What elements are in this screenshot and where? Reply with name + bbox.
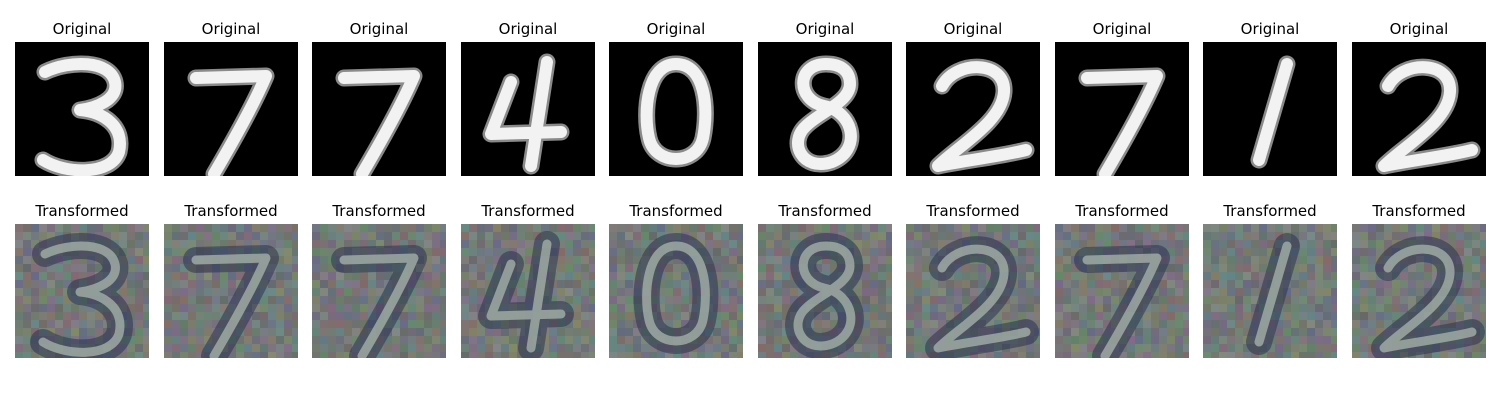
transformed-title: Transformed (629, 202, 723, 220)
transformed-title: Transformed (332, 202, 426, 220)
original-title: Original (943, 20, 1003, 38)
original-title: Original (1389, 20, 1449, 38)
original-digit-image (1203, 42, 1337, 176)
digit-7-graphic (312, 224, 446, 358)
digit-stroke (38, 241, 125, 357)
digit-8-graphic (758, 224, 892, 358)
digit-stroke (190, 70, 272, 176)
digit-0-graphic (609, 42, 743, 176)
original-digit-image (312, 42, 446, 176)
transformed-title: Transformed (481, 202, 575, 220)
original-title: Original (1092, 20, 1152, 38)
transformed-digit-image (1203, 224, 1337, 358)
digit-2-graphic (906, 224, 1040, 358)
digit-7-graphic (164, 224, 298, 358)
transformed-digit-image (164, 224, 298, 358)
transformed-digit-image (312, 224, 446, 358)
original-title: Original (52, 20, 112, 38)
digit-7-graphic (312, 42, 446, 176)
digit-stroke (1253, 58, 1293, 166)
digit-4-graphic (461, 224, 595, 358)
original-digit-image (906, 42, 1040, 176)
transformed-digit-image (609, 224, 743, 358)
original-digit-image (461, 42, 595, 176)
transformed-title: Transformed (35, 202, 129, 220)
transformed-digit-image (461, 224, 595, 358)
transformed-title: Transformed (184, 202, 278, 220)
digit-stroke (933, 244, 1031, 353)
transformed-digit-image (906, 224, 1040, 358)
original-title: Original (498, 20, 558, 38)
transformed-title: Transformed (926, 202, 1020, 220)
digit-7-graphic (164, 42, 298, 176)
digit-stroke (37, 58, 126, 176)
original-digit-image (15, 42, 149, 176)
digit-stroke (792, 58, 857, 170)
digit-1-graphic (1203, 224, 1337, 358)
digit-2-graphic (906, 42, 1040, 176)
digit-1-graphic (1203, 42, 1337, 176)
digit-stroke (640, 58, 712, 165)
original-digit-image (758, 42, 892, 176)
original-digit-image (609, 42, 743, 176)
original-title: Original (1240, 20, 1300, 38)
transformed-digit-image (1055, 224, 1189, 358)
original-digit-image (1352, 42, 1486, 176)
original-title: Original (349, 20, 409, 38)
digit-stroke (338, 70, 420, 176)
digit-0-graphic (609, 224, 743, 358)
original-title: Original (646, 20, 706, 38)
digit-stroke (1379, 244, 1477, 353)
digit-7-graphic (1055, 42, 1189, 176)
transformed-title: Transformed (1223, 202, 1317, 220)
digit-stroke (1082, 253, 1162, 358)
digit-4-graphic (461, 42, 595, 176)
digit-2-graphic (1352, 224, 1486, 358)
digit-7-graphic (1055, 224, 1189, 358)
original-title: Original (795, 20, 855, 38)
original-title: Original (201, 20, 261, 38)
digit-stroke (485, 56, 567, 172)
transformed-title: Transformed (1075, 202, 1169, 220)
transformed-title: Transformed (778, 202, 872, 220)
digit-stroke (1081, 70, 1163, 176)
original-digit-image (1055, 42, 1189, 176)
digit-stroke (793, 241, 856, 351)
digit-stroke (1254, 241, 1292, 347)
transformed-title: Transformed (1372, 202, 1466, 220)
transformed-digit-image (15, 224, 149, 358)
digit-stroke (642, 241, 710, 346)
digit-stroke (932, 61, 1032, 172)
digit-3-graphic (15, 42, 149, 176)
digit-stroke (339, 253, 419, 358)
digit-stroke (1378, 61, 1478, 172)
original-digit-image (164, 42, 298, 176)
digit-stroke (486, 239, 566, 353)
digit-3-graphic (15, 224, 149, 358)
digit-8-graphic (758, 42, 892, 176)
transformed-digit-image (1352, 224, 1486, 358)
digit-stroke (191, 253, 271, 358)
digit-2-graphic (1352, 42, 1486, 176)
noise-texture (1055, 224, 1189, 358)
transformed-digit-image (758, 224, 892, 358)
